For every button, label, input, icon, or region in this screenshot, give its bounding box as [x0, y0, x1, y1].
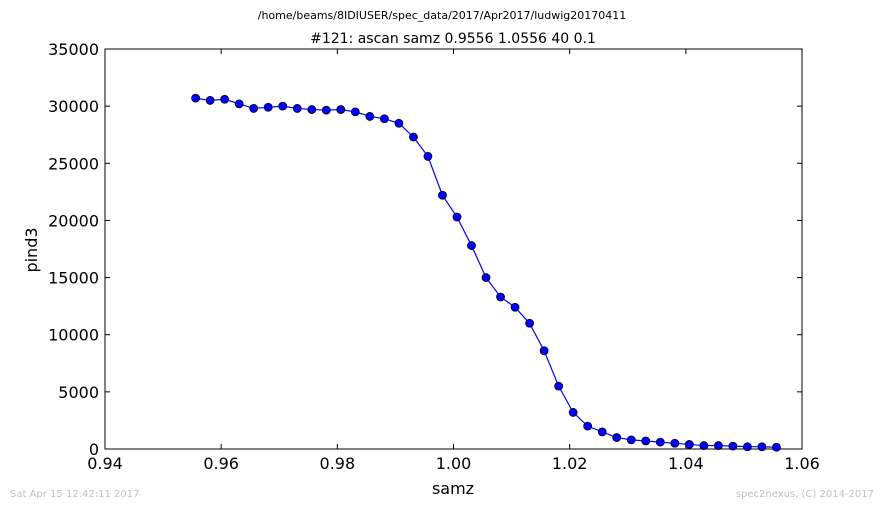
data-point — [713, 441, 723, 450]
data-point — [597, 427, 607, 437]
data-point — [234, 99, 244, 109]
data-point — [409, 132, 418, 142]
x-tick-label: 1.02 — [552, 454, 588, 473]
data-point — [205, 96, 215, 105]
y-tick-label: 0 — [89, 440, 99, 459]
data-point — [626, 435, 636, 445]
data-point — [655, 437, 665, 447]
data-point — [379, 114, 389, 124]
y-axis-label: pind3 — [22, 227, 41, 272]
data-point — [568, 408, 578, 417]
data-point — [350, 107, 360, 117]
data-point — [365, 112, 375, 121]
y-tick-label: 35000 — [48, 40, 99, 59]
y-tick-label: 20000 — [48, 211, 99, 230]
plot-area: 0.94 0.96 0.98 1.00 1.02 1.04 1.06 0 5000 10000 15… — [48, 40, 820, 473]
footer-timestamp: Sat Apr 15 12:42:11 2017 — [10, 489, 140, 500]
data-point — [583, 421, 593, 431]
data-point — [438, 190, 447, 200]
x-tick-label: 0.94 — [87, 454, 123, 473]
data-point — [670, 438, 680, 448]
data-point — [249, 104, 259, 113]
data-point — [554, 381, 564, 391]
data-point — [728, 441, 738, 451]
data-point — [307, 105, 317, 114]
y-tick-label: 15000 — [48, 269, 99, 288]
data-point — [278, 101, 288, 111]
data-point — [612, 433, 622, 442]
chart-title: #121: ascan samz 0.9556 1.0556 40 0.1 — [310, 31, 596, 47]
x-axis-label: samz — [432, 479, 474, 498]
x-tick-label: 1.00 — [436, 454, 472, 473]
x-tick-label: 0.98 — [320, 454, 356, 473]
data-point — [699, 441, 709, 450]
data-point — [743, 442, 752, 452]
data-point — [220, 94, 230, 104]
data-point — [292, 104, 302, 113]
data-point — [757, 442, 767, 452]
data-point — [423, 152, 433, 161]
y-tick-label: 30000 — [48, 97, 99, 116]
x-tick-label: 1.06 — [784, 454, 820, 473]
data-point — [539, 346, 549, 356]
axes-frame — [104, 48, 803, 450]
data-point — [336, 105, 346, 114]
chart-suptitle: /home/beams/8IDIUSER/spec_data/2017/Apr2… — [258, 9, 627, 22]
y-tick-label: 25000 — [48, 154, 99, 173]
data-point — [467, 241, 476, 250]
data-point — [263, 102, 273, 112]
y-tick-label: 10000 — [48, 326, 99, 345]
data-point — [394, 118, 404, 128]
data-point — [525, 318, 534, 328]
data-point — [641, 436, 651, 446]
series-line — [195, 97, 777, 448]
data-point — [496, 292, 505, 302]
data-point — [191, 93, 201, 103]
footer-credit: spec2nexus, (C) 2014-2017 — [735, 489, 874, 500]
data-point — [684, 440, 694, 449]
data-point — [772, 442, 781, 452]
x-tick-label: 1.04 — [668, 454, 704, 473]
data-point — [481, 273, 491, 282]
x-tick-label: 0.96 — [203, 454, 239, 473]
y-tick-label: 5000 — [58, 383, 99, 402]
data-point — [321, 105, 331, 115]
data-point — [452, 212, 462, 222]
data-point — [510, 302, 520, 312]
